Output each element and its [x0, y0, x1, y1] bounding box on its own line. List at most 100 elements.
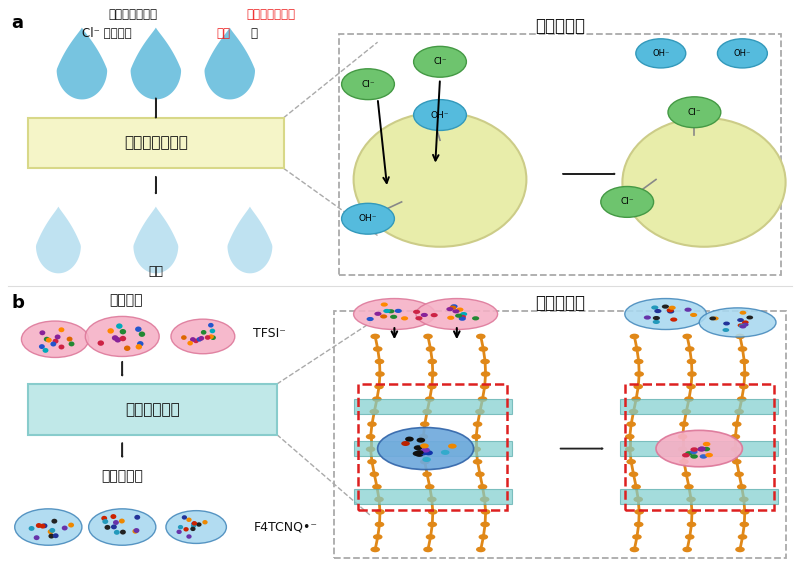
Text: Cl⁻: Cl⁻ — [687, 108, 702, 117]
Circle shape — [686, 384, 696, 390]
Circle shape — [735, 333, 745, 339]
Circle shape — [210, 335, 216, 340]
Circle shape — [670, 317, 678, 321]
Polygon shape — [130, 27, 181, 100]
Circle shape — [50, 341, 56, 347]
Circle shape — [730, 446, 740, 452]
Circle shape — [107, 328, 114, 333]
Circle shape — [423, 547, 433, 553]
Ellipse shape — [625, 299, 706, 329]
Circle shape — [380, 315, 387, 319]
Ellipse shape — [656, 430, 742, 467]
Circle shape — [426, 346, 435, 352]
Circle shape — [105, 525, 110, 530]
Circle shape — [422, 457, 431, 462]
Circle shape — [738, 534, 747, 540]
Circle shape — [476, 333, 486, 339]
Text: TFSI⁻: TFSI⁻ — [254, 327, 286, 340]
Circle shape — [114, 337, 121, 343]
Circle shape — [36, 523, 42, 528]
Circle shape — [198, 336, 204, 341]
Circle shape — [651, 305, 658, 309]
Circle shape — [427, 384, 437, 390]
Circle shape — [39, 330, 46, 335]
Circle shape — [625, 434, 634, 439]
Ellipse shape — [378, 427, 474, 470]
Text: （含杂质的水）: （含杂质的水） — [246, 7, 295, 21]
Circle shape — [426, 534, 435, 540]
Circle shape — [738, 346, 747, 352]
Circle shape — [413, 451, 422, 456]
Circle shape — [636, 39, 686, 68]
Circle shape — [415, 316, 422, 320]
Polygon shape — [134, 206, 178, 273]
Circle shape — [738, 323, 744, 327]
Circle shape — [375, 509, 385, 515]
Circle shape — [682, 547, 692, 553]
Circle shape — [370, 409, 379, 415]
Circle shape — [473, 459, 482, 464]
Ellipse shape — [699, 308, 776, 337]
Circle shape — [205, 335, 210, 340]
Circle shape — [66, 336, 73, 341]
Circle shape — [669, 305, 676, 310]
Circle shape — [135, 344, 142, 349]
Circle shape — [632, 534, 642, 540]
Circle shape — [183, 527, 189, 531]
Circle shape — [710, 316, 716, 320]
Circle shape — [441, 450, 450, 455]
Circle shape — [687, 509, 697, 515]
Circle shape — [387, 309, 394, 313]
Circle shape — [48, 529, 54, 534]
Circle shape — [427, 496, 437, 502]
Circle shape — [62, 526, 68, 530]
Circle shape — [420, 443, 429, 448]
Text: 高分子半导体: 高分子半导体 — [125, 402, 180, 417]
Circle shape — [460, 312, 467, 316]
Circle shape — [50, 528, 55, 533]
Circle shape — [372, 484, 382, 490]
Text: 掺杂剂分子: 掺杂剂分子 — [102, 470, 143, 483]
Circle shape — [459, 315, 466, 319]
Circle shape — [68, 523, 74, 527]
Text: OH⁻: OH⁻ — [734, 49, 751, 58]
Circle shape — [367, 422, 377, 427]
Circle shape — [634, 509, 644, 515]
Text: 阴离子交换: 阴离子交换 — [535, 17, 585, 35]
Circle shape — [690, 447, 698, 452]
Circle shape — [394, 309, 402, 313]
Circle shape — [685, 451, 693, 455]
Circle shape — [687, 371, 697, 377]
Ellipse shape — [89, 509, 156, 545]
Circle shape — [682, 471, 691, 477]
Circle shape — [740, 509, 750, 515]
Circle shape — [473, 422, 482, 427]
Circle shape — [42, 523, 47, 529]
Circle shape — [414, 100, 466, 130]
Circle shape — [113, 520, 119, 525]
Ellipse shape — [171, 319, 235, 353]
Circle shape — [373, 534, 382, 540]
Circle shape — [718, 39, 767, 68]
Text: a: a — [11, 14, 23, 32]
Circle shape — [668, 97, 721, 128]
Text: Cl⁻: Cl⁻ — [620, 197, 634, 206]
Circle shape — [422, 447, 430, 452]
Circle shape — [742, 320, 749, 324]
Circle shape — [370, 547, 380, 553]
Circle shape — [196, 522, 202, 527]
Text: OH⁻: OH⁻ — [652, 49, 670, 58]
Circle shape — [366, 446, 375, 452]
Circle shape — [698, 447, 706, 451]
FancyBboxPatch shape — [620, 399, 778, 414]
Ellipse shape — [22, 321, 89, 358]
Circle shape — [734, 471, 744, 477]
Circle shape — [193, 339, 198, 343]
Circle shape — [186, 518, 192, 522]
Circle shape — [478, 396, 487, 402]
Circle shape — [456, 308, 463, 312]
Circle shape — [375, 371, 385, 377]
Circle shape — [739, 522, 749, 527]
Circle shape — [644, 315, 651, 320]
Circle shape — [177, 530, 182, 534]
